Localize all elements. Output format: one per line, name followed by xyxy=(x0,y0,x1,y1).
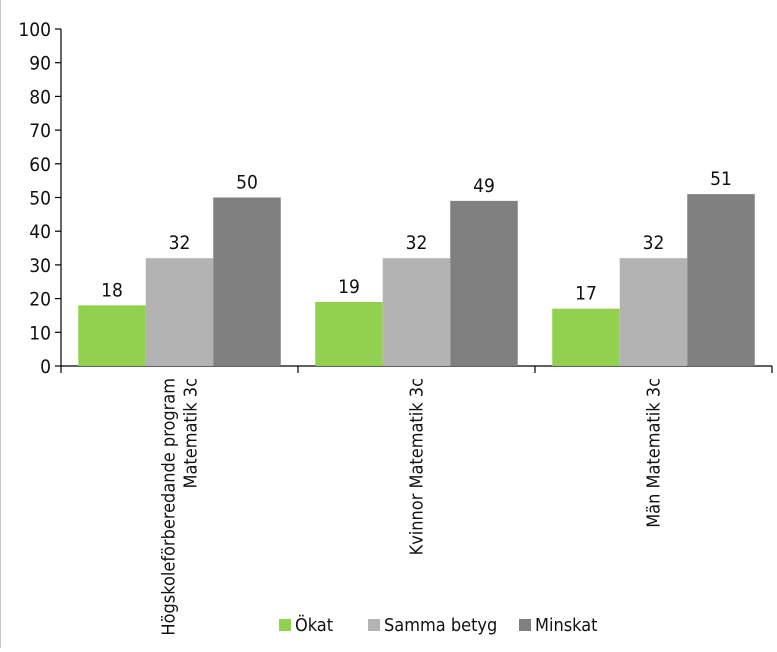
bar xyxy=(213,197,281,366)
y-tick-label: 70 xyxy=(29,120,51,142)
legend-swatch xyxy=(279,619,291,631)
bar xyxy=(382,258,451,366)
y-tick-label: 80 xyxy=(29,86,51,108)
bar xyxy=(619,258,688,366)
x-axis xyxy=(60,365,773,373)
legend-label: Samma betyg xyxy=(384,615,497,636)
value-label: 18 xyxy=(101,279,123,301)
bar xyxy=(450,200,518,366)
y-tick-label: 40 xyxy=(29,221,51,243)
legend-swatch xyxy=(368,619,380,631)
category-label: Kvinnor Matematik 3c xyxy=(407,378,428,555)
bars xyxy=(78,194,755,366)
legend-label: Minskat xyxy=(535,615,598,636)
legend-swatch xyxy=(519,619,531,631)
y-tick-label: 30 xyxy=(29,255,51,277)
category-label: Män Matematik 3c xyxy=(644,378,665,528)
bar xyxy=(78,305,146,366)
value-label: 32 xyxy=(643,232,665,254)
y-tick-label: 50 xyxy=(29,188,51,210)
y-tick-label: 10 xyxy=(29,322,51,344)
value-label: 50 xyxy=(236,172,258,194)
y-tick-label: 0 xyxy=(40,356,51,378)
value-label: 32 xyxy=(169,232,191,254)
category-labels: Högskoleförberedande program Matematik 3c… xyxy=(159,378,665,636)
bar xyxy=(687,194,755,366)
bar xyxy=(552,308,620,366)
value-label: 51 xyxy=(710,168,732,190)
category-label: Högskoleförberedande program xyxy=(159,378,180,636)
value-label: 17 xyxy=(575,283,597,305)
value-label: 19 xyxy=(338,276,360,298)
legend-label: Ökat xyxy=(295,614,333,636)
y-tick-label: 60 xyxy=(29,154,51,176)
bar xyxy=(315,301,383,366)
value-labels: 18 19 17 32 32 32 50 49 51 xyxy=(101,168,732,305)
bar xyxy=(145,258,214,366)
value-label: 49 xyxy=(473,175,495,197)
legend: Ökat Samma betyg Minskat xyxy=(279,614,598,636)
y-tick-label: 90 xyxy=(29,53,51,75)
value-label: 32 xyxy=(406,232,428,254)
category-label: Matematik 3c xyxy=(181,378,202,488)
y-axis: 0 10 20 30 40 50 60 70 80 90 100 xyxy=(18,19,62,378)
y-tick-label: 100 xyxy=(18,19,51,41)
y-tick-label: 20 xyxy=(29,289,51,311)
